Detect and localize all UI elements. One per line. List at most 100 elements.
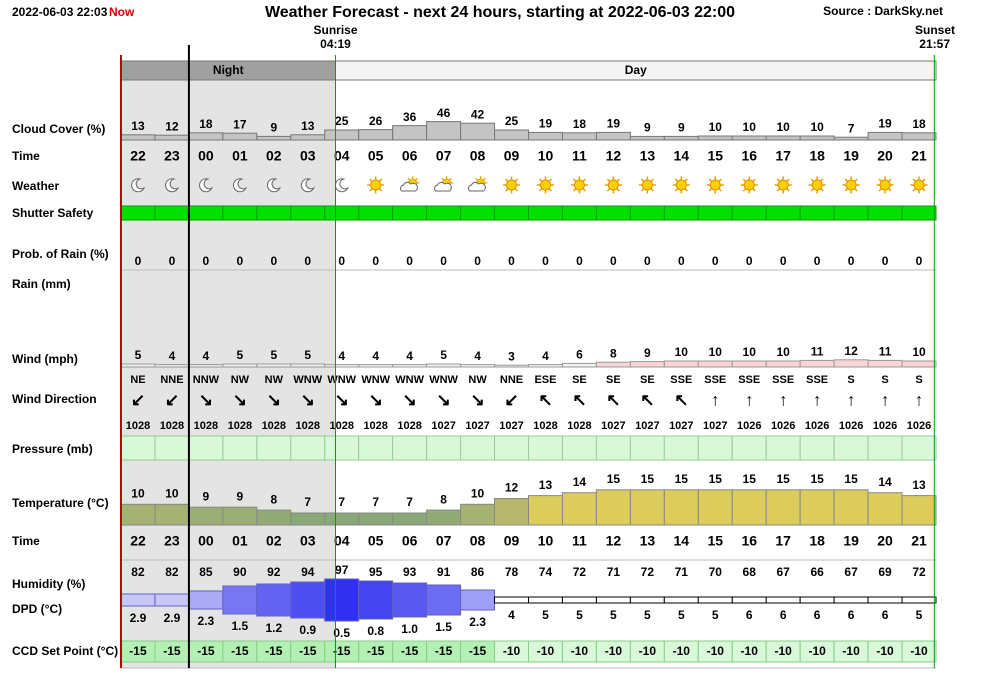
shutter-cell xyxy=(222,205,258,221)
row-label: Cloud Cover (%) xyxy=(12,122,105,136)
wind-arrow: ↖ xyxy=(572,390,586,409)
sun-ray xyxy=(810,178,815,182)
weather-icon xyxy=(503,176,521,194)
temperature-bar xyxy=(154,503,190,526)
dpd-value: 5 xyxy=(542,608,549,622)
hour: 16 xyxy=(741,533,757,549)
sun-disc xyxy=(370,179,382,191)
temperature-value: 8 xyxy=(270,492,277,506)
sun-ray xyxy=(878,188,883,192)
wind-bar xyxy=(867,359,903,368)
dpd-value: 4 xyxy=(508,608,515,622)
pressure-cell xyxy=(358,435,394,461)
sun-disc xyxy=(879,179,891,191)
wind-value: 11 xyxy=(811,345,824,359)
humidity-value: 70 xyxy=(709,565,723,579)
row-label: Rain (mm) xyxy=(12,277,71,291)
humidity-bar xyxy=(222,585,258,615)
sunrise-time: 04:19 xyxy=(320,37,351,51)
sun-disc xyxy=(506,179,518,191)
temperature-bar xyxy=(256,509,292,526)
sun-icon xyxy=(367,176,385,194)
cloud-bar xyxy=(867,131,903,141)
ccd-value: -10 xyxy=(503,644,521,658)
temperature-bar xyxy=(595,489,631,526)
dpd-value: 1.2 xyxy=(265,621,282,635)
pressure-cell xyxy=(460,435,496,461)
temperature-bar xyxy=(290,512,326,526)
cloud-value: 19 xyxy=(607,117,621,131)
sun-ray xyxy=(776,188,781,192)
rain-prob-value: 0 xyxy=(712,254,719,268)
hour: 17 xyxy=(775,148,791,164)
hour: 06 xyxy=(402,533,418,549)
wind-direction: S xyxy=(881,374,888,386)
temperature-value: 7 xyxy=(406,495,413,509)
humidity-bar xyxy=(799,596,835,604)
weather-icon xyxy=(706,176,724,194)
hour: 11 xyxy=(572,148,587,164)
sun-ray xyxy=(844,188,849,192)
temperature-value: 14 xyxy=(878,475,892,489)
temperature-bar xyxy=(561,492,597,526)
sun-ray xyxy=(650,188,654,192)
dpd-value: 5 xyxy=(712,608,719,622)
temperature-bar xyxy=(731,489,767,526)
cloud-icon xyxy=(467,181,486,192)
shutter-cell xyxy=(188,205,224,221)
hour: 23 xyxy=(164,533,180,549)
humidity-value: 94 xyxy=(301,565,315,579)
cloud-value: 18 xyxy=(199,117,213,131)
sun-ray xyxy=(548,188,553,192)
hour: 01 xyxy=(232,533,248,549)
wind-arrow: ↑ xyxy=(915,390,924,409)
rain-prob-value: 0 xyxy=(406,254,413,268)
humidity-bar xyxy=(867,596,903,604)
wind-arrow: ↘ xyxy=(436,390,450,409)
pressure-value: 1028 xyxy=(126,420,150,432)
moon-icon xyxy=(165,178,180,193)
ccd-value: -15 xyxy=(129,644,147,658)
humidity-value: 71 xyxy=(675,565,689,579)
ccd-value: -10 xyxy=(537,644,555,658)
rain-prob-value: 0 xyxy=(304,254,311,268)
wind-value: 3 xyxy=(508,349,515,363)
sun-icon xyxy=(672,176,690,194)
humidity-bar xyxy=(765,596,801,604)
dpd-value: 6 xyxy=(882,608,889,622)
sun-icon xyxy=(706,176,724,194)
temperature-value: 14 xyxy=(573,475,587,489)
wind-arrow: ↘ xyxy=(199,390,213,409)
wind-direction: SSE xyxy=(670,374,692,386)
sun-ray xyxy=(572,178,577,182)
night-shade xyxy=(121,80,336,668)
pressure-value: 1028 xyxy=(533,420,557,432)
weather-icon xyxy=(165,178,180,193)
pressure-cell xyxy=(392,435,428,461)
rain-prob-value: 0 xyxy=(848,254,855,268)
humidity-value: 86 xyxy=(471,565,485,579)
weather-icon xyxy=(536,176,554,194)
pressure-cell xyxy=(663,435,699,461)
hour: 12 xyxy=(606,533,622,549)
hour: 12 xyxy=(606,148,622,164)
ccd-value: -10 xyxy=(673,644,691,658)
sun-ray xyxy=(369,188,373,192)
wind-bar xyxy=(731,360,767,368)
cloud-bar xyxy=(392,125,428,141)
sun-ray xyxy=(708,188,713,192)
sun-icon xyxy=(638,176,656,194)
hour: 19 xyxy=(843,533,859,549)
ccd-value: -10 xyxy=(775,644,793,658)
pressure-value: 1028 xyxy=(567,420,591,432)
hour: 18 xyxy=(809,533,825,549)
hour: 16 xyxy=(741,148,757,164)
weather-icon xyxy=(131,178,146,193)
humidity-value: 72 xyxy=(912,565,926,579)
sun-disc xyxy=(845,179,857,191)
shutter-cell xyxy=(595,205,631,221)
dpd-value: 2.9 xyxy=(164,611,181,625)
rain-prob-value: 0 xyxy=(203,254,210,268)
sun-ray xyxy=(606,178,611,182)
sun-icon xyxy=(808,176,826,194)
